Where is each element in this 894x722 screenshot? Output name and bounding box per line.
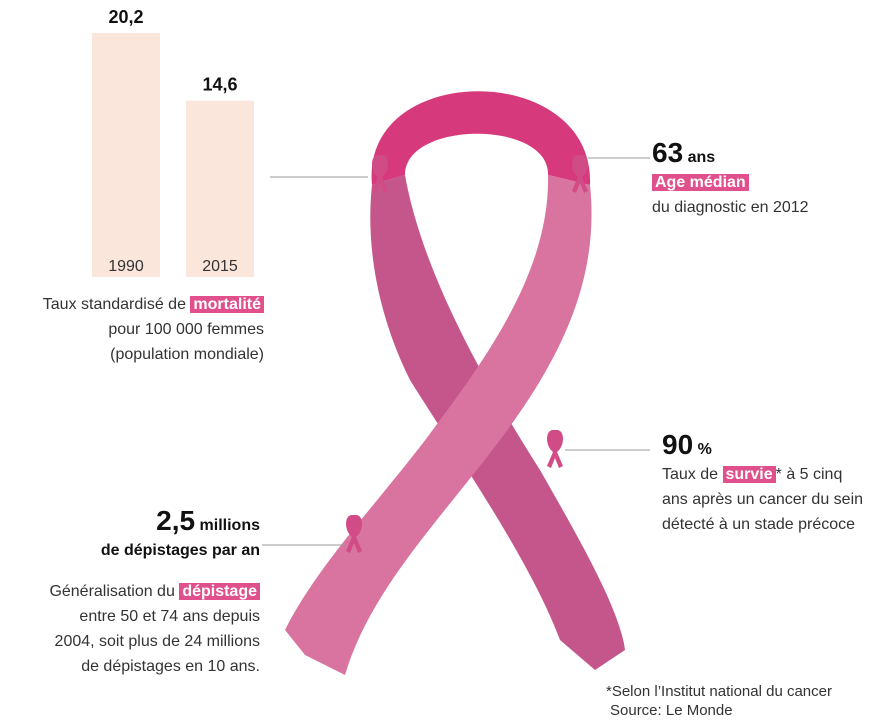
highlight: mortalité bbox=[190, 296, 264, 313]
text: * à 5 cinq bbox=[776, 466, 843, 483]
number: 63 bbox=[652, 137, 683, 168]
category-label: 1990 bbox=[108, 258, 144, 275]
highlight: dépistage bbox=[179, 583, 260, 600]
footnote: *Selon l’Institut national du cancer Sou… bbox=[606, 682, 832, 720]
subtitle: de dépistages par an bbox=[49, 538, 260, 563]
screening: 2,5 millions de dépistages par an Généra… bbox=[49, 508, 260, 679]
number: 90 bbox=[662, 429, 693, 460]
text: entre 50 et 74 ans depuis bbox=[49, 604, 260, 629]
category-label: 2015 bbox=[202, 258, 238, 275]
text: Généralisation du bbox=[49, 583, 174, 600]
value-label: 14,6 bbox=[202, 75, 237, 95]
text: pour 100 000 femmes bbox=[43, 317, 264, 342]
unit: millions bbox=[200, 517, 260, 534]
value-label: 20,2 bbox=[108, 7, 143, 27]
ribbon bbox=[285, 91, 625, 675]
text: (population mondiale) bbox=[43, 342, 264, 367]
text: du diagnostic en 2012 bbox=[652, 195, 809, 220]
mortality-caption: Taux standardisé de mortalité pour 100 0… bbox=[43, 292, 264, 367]
unit: ans bbox=[688, 149, 716, 166]
note: *Selon l’Institut national du cancer bbox=[606, 682, 832, 701]
text: 2004, soit plus de 24 millions bbox=[49, 629, 260, 654]
highlight: Age médian bbox=[652, 174, 749, 191]
survival: 90 % Taux de survie* à 5 cinq ans après … bbox=[662, 432, 863, 537]
number: 2,5 bbox=[156, 505, 195, 536]
text: ans après un cancer du sein bbox=[662, 487, 863, 512]
bar bbox=[186, 101, 254, 277]
highlight: survie bbox=[723, 466, 776, 483]
text: détecté à un stade précoce bbox=[662, 512, 863, 537]
page: 1990 20,2 2015 14,6 Taux standardisé de mor… bbox=[0, 0, 894, 722]
unit: % bbox=[698, 441, 712, 458]
bar bbox=[92, 33, 160, 277]
text: Taux de bbox=[662, 466, 718, 483]
text: Taux standardisé de bbox=[43, 296, 186, 313]
text: de dépistages en 10 ans. bbox=[49, 654, 260, 679]
source: Source: Le Monde bbox=[606, 701, 832, 720]
median-age: 63 ans Age médian du diagnostic en 2012 bbox=[652, 140, 809, 220]
